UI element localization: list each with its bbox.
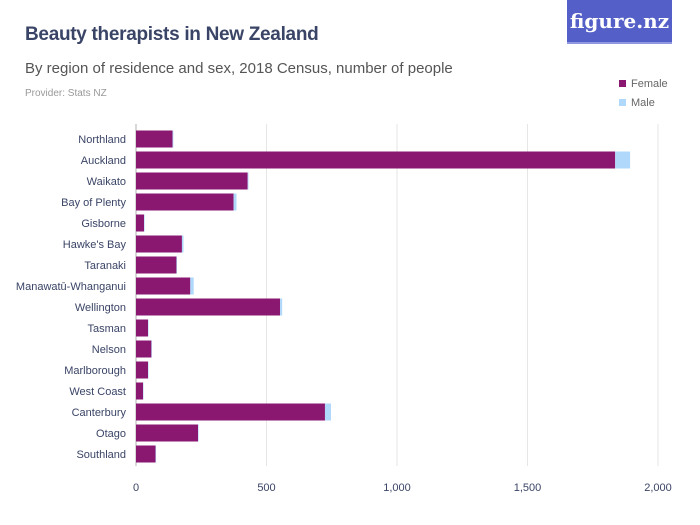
y-tick-label: Wellington <box>75 302 126 314</box>
bar-female <box>136 403 325 421</box>
bar-female <box>136 130 173 148</box>
bar-male <box>190 277 194 295</box>
chart-title: Beauty therapists in New Zealand <box>25 24 319 45</box>
legend-item-male: Male <box>619 93 668 112</box>
y-tick-label: Taranaki <box>84 260 126 272</box>
y-tick-label: Nelson <box>92 344 126 356</box>
legend-item-female: Female <box>619 74 668 93</box>
bar-female <box>136 361 149 379</box>
y-tick-label: Hawke's Bay <box>63 239 127 251</box>
bar-female <box>136 214 145 232</box>
bar-male <box>324 403 331 421</box>
bar-male <box>247 172 249 190</box>
y-tick-label: Tasman <box>87 323 126 335</box>
y-tick-label: Canterbury <box>72 407 127 419</box>
x-tick-label: 0 <box>133 482 139 494</box>
bar-male <box>172 130 174 148</box>
bar-male <box>148 319 149 337</box>
legend-label-male: Male <box>631 96 655 109</box>
bar-female <box>136 235 182 253</box>
legend: Female Male <box>619 74 668 112</box>
y-tick-label: Manawatū-Whanganui <box>16 281 126 293</box>
bar-female <box>136 424 199 442</box>
provider-label: Provider: Stats NZ <box>25 88 107 99</box>
bar-male <box>143 382 144 400</box>
bar-female <box>136 319 149 337</box>
y-tick-label: Otago <box>96 428 126 440</box>
y-tick-label: Waikato <box>87 176 126 188</box>
y-tick-label: Bay of Plenty <box>61 197 126 209</box>
bar-male <box>233 193 237 211</box>
bar-female <box>136 445 156 463</box>
y-tick-label: Auckland <box>81 155 126 167</box>
x-tick-label: 2,000 <box>644 482 672 494</box>
bar-male <box>280 298 283 316</box>
bar-female <box>136 151 616 169</box>
x-tick-label: 1,500 <box>514 482 542 494</box>
bar-male <box>181 235 184 253</box>
bar-male <box>151 340 152 358</box>
bar-female <box>136 193 234 211</box>
bar-female <box>136 172 248 190</box>
bar-male <box>198 424 199 442</box>
x-tick-label: 1,000 <box>383 482 411 494</box>
y-tick-label: Marlborough <box>64 365 126 377</box>
legend-swatch-female <box>619 80 626 87</box>
legend-label-female: Female <box>631 77 668 90</box>
bar-female <box>136 277 191 295</box>
y-tick-label: Northland <box>78 134 126 146</box>
y-tick-label: Gisborne <box>81 218 126 230</box>
y-tick-label: West Coast <box>69 386 126 398</box>
bar-male <box>176 256 177 274</box>
bar-male <box>144 214 145 232</box>
bar-male <box>148 361 149 379</box>
legend-swatch-male <box>619 99 626 106</box>
bar-female <box>136 382 144 400</box>
bar-female <box>136 256 177 274</box>
bar-female <box>136 298 281 316</box>
bar-male <box>155 445 157 463</box>
bar-female <box>136 340 152 358</box>
y-tick-label: Southland <box>76 449 126 461</box>
figure-nz-logo[interactable]: figure.nz <box>567 0 672 44</box>
bar-male <box>615 151 631 169</box>
chart-subtitle: By region of residence and sex, 2018 Cen… <box>25 60 453 77</box>
x-tick-label: 500 <box>257 482 275 494</box>
